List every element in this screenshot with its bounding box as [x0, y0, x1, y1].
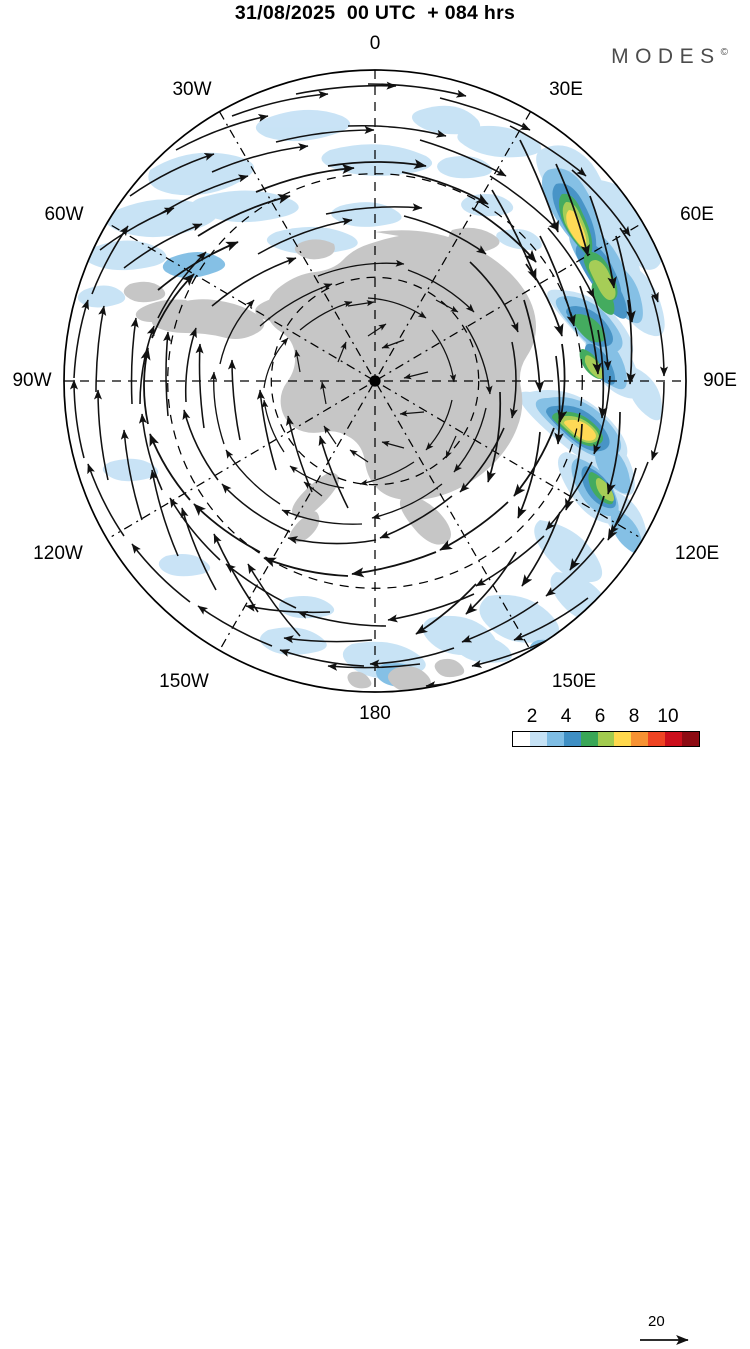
- lon-label-150w: 150W: [159, 671, 209, 692]
- lon-label-120e: 120E: [674, 543, 720, 564]
- colorbar-tick-10: 10: [657, 706, 679, 727]
- colorbar-band-4: [580, 732, 598, 746]
- graticule: [64, 70, 686, 692]
- lon-label-90e: 90E: [703, 370, 737, 391]
- colorbar-tick-8: 8: [628, 706, 640, 727]
- chart-title: 31/08/2025 00 UTC + 084 hrs: [234, 2, 516, 24]
- lon-label-30e: 30E: [549, 79, 583, 100]
- lon-label-180: 180: [359, 703, 391, 724]
- colorbar-band-9: [665, 732, 683, 746]
- modes-logo-text: MODES: [611, 45, 721, 68]
- colorbar-tick-6: 6: [594, 706, 606, 727]
- colorbar: [512, 731, 700, 747]
- lon-label-60e: 60E: [680, 204, 714, 225]
- copyright-mark: ©: [720, 47, 728, 58]
- lon-label-150e: 150E: [551, 671, 597, 692]
- colorbar-band-8: [648, 732, 666, 746]
- reference-vector-label: 20: [648, 1313, 665, 1330]
- lon-label-0: 0: [369, 33, 381, 54]
- wind-vectors: [69, 81, 669, 692]
- lon-label-30w: 30W: [172, 79, 212, 100]
- lon-label-60w: 60W: [44, 204, 84, 225]
- colorbar-band-1: [529, 732, 547, 746]
- modes-logo: MODES©: [611, 45, 728, 69]
- colorbar-band-6: [614, 732, 632, 746]
- lon-label-90w: 90W: [12, 370, 52, 391]
- lon-label-120w: 120W: [33, 543, 83, 564]
- colorbar-tick-4: 4: [560, 706, 572, 727]
- colorbar-tick-2: 2: [526, 706, 538, 727]
- colorbar-band-3: [563, 732, 581, 746]
- south-pole-dot: [369, 375, 381, 387]
- chart-root: 31/08/2025 00 UTC + 084 hrs MODES©: [12, 2, 737, 1346]
- polar-map: [63, 69, 687, 693]
- colorbar-band-7: [631, 732, 649, 746]
- colorbar-band-2: [546, 732, 564, 746]
- colorbar-band-5: [597, 732, 615, 746]
- colorbar-band-10: [682, 732, 699, 746]
- globe-outline: [63, 69, 687, 693]
- colorbar-band-0: [513, 732, 530, 746]
